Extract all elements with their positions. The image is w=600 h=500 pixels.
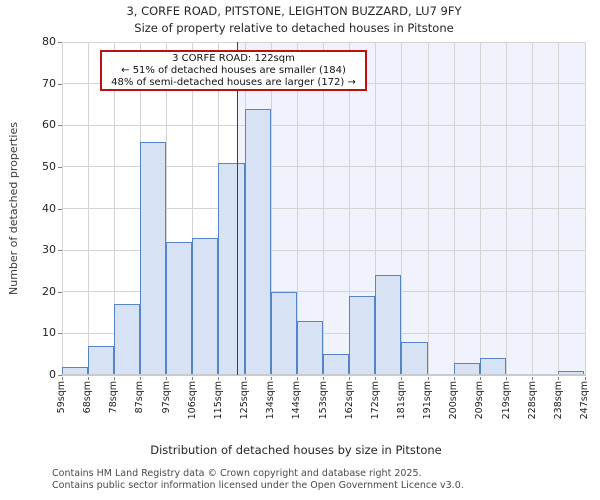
histogram-bar [270,291,297,375]
property-annotation-box: 3 CORFE ROAD: 122sqm ← 51% of detached h… [100,50,367,91]
x-tick-mark [375,377,377,380]
x-tick-label: 162sqm [343,381,355,420]
x-tick-mark [532,377,534,380]
x-tick-mark [558,377,560,380]
y-tick-mark [58,166,62,168]
histogram-bar [218,162,245,375]
histogram-bar [166,241,193,375]
h-gridline [62,166,585,168]
x-tick-label: 238sqm [552,381,564,420]
y-tick-label: 0 [49,368,56,381]
x-tick-label: 219sqm [500,381,512,420]
h-gridline [62,291,585,293]
y-tick-label: 50 [42,159,56,173]
x-tick-mark [584,377,586,380]
h-gridline [62,208,585,209]
x-tick-mark [453,377,455,380]
x-tick-label: 106sqm [186,381,198,420]
x-axis-title: Distribution of detached houses by size … [150,443,442,457]
x-tick-mark [401,377,403,380]
x-tick-label: 97sqm [160,381,172,414]
x-tick-label: 125sqm [239,381,251,420]
v-gridline [584,42,586,375]
histogram-bar [479,358,507,375]
h-gridline [62,124,585,126]
x-tick-mark [270,377,272,380]
histogram-bar [139,141,167,375]
h-gridline [62,41,585,43]
annotation-line-2: ← 51% of detached houses are smaller (18… [121,65,346,77]
y-tick-mark [58,250,62,252]
y-tick-label: 10 [42,326,56,340]
x-tick-mark [427,377,429,380]
histogram-bar [349,295,376,375]
chart-subtitle: Size of property relative to detached ho… [134,21,454,35]
y-tick-mark [58,375,62,376]
x-tick-mark [323,377,324,380]
attribution-footer: Contains HM Land Registry data © Crown c… [52,468,464,491]
x-tick-label: 134sqm [265,381,277,420]
histogram-bar [244,108,271,375]
y-tick-label: 80 [42,35,56,48]
x-tick-mark [61,377,63,380]
annotation-line-1: 3 CORFE ROAD: 122sqm [172,53,295,64]
y-tick-label: 30 [42,243,56,257]
x-tick-label: 144sqm [291,381,303,420]
histogram-bar [87,345,114,375]
y-tick-label: 60 [42,118,56,132]
histogram-bar [453,362,480,375]
h-gridline [62,332,585,334]
x-tick-mark [192,377,194,380]
x-tick-mark [506,377,508,380]
histogram-bar [61,366,88,375]
x-tick-label: 87sqm [134,381,146,414]
x-tick-mark [296,377,298,380]
x-tick-mark [479,377,481,380]
x-tick-label: 172sqm [369,381,381,420]
x-tick-mark [87,377,89,380]
property-marker-line [236,42,238,375]
x-tick-mark [218,377,220,380]
histogram-bar [296,320,323,375]
footer-line-1: Contains HM Land Registry data © Crown c… [52,468,422,479]
chart-title: 3, CORFE ROAD, PITSTONE, LEIGHTON BUZZAR… [126,4,462,18]
x-tick-label: 191sqm [422,381,434,420]
x-tick-label: 153sqm [317,381,329,420]
y-tick-label: 70 [42,76,56,90]
x-tick-mark [113,377,115,380]
footer-line-2: Contains public sector information licen… [52,479,464,491]
x-tick-label: 228sqm [526,381,538,420]
x-tick-mark [139,377,141,380]
x-tick-mark [244,377,246,380]
y-tick-label: 40 [42,201,56,215]
x-tick-label: 247sqm [579,381,590,420]
histogram-bar [401,341,428,375]
histogram-bar [323,354,350,375]
histogram-bar [113,304,140,375]
x-tick-mark [166,377,168,380]
x-tick-label: 209sqm [474,381,486,420]
histogram-bar [192,237,219,375]
x-tick-label: 115sqm [212,381,224,420]
y-tick-mark [58,333,62,335]
y-tick-mark [58,291,62,293]
y-tick-label: 20 [42,284,56,298]
y-tick-mark [58,208,62,210]
histogram-bar [558,370,585,375]
x-tick-label: 200sqm [448,381,460,420]
x-tick-label: 59sqm [56,381,67,414]
y-tick-mark [58,42,62,43]
annotation-line-3: 48% of semi-detached houses are larger (… [111,77,356,89]
histogram-bar [375,275,402,375]
x-axis-band [61,374,586,376]
y-tick-mark [58,83,62,85]
h-gridline [62,249,585,251]
y-tick-mark [58,125,62,127]
x-tick-label: 181sqm [395,381,407,420]
plot-area [61,41,586,376]
x-tick-label: 68sqm [82,381,94,414]
x-tick-label: 78sqm [108,381,120,414]
x-tick-mark [349,377,351,380]
